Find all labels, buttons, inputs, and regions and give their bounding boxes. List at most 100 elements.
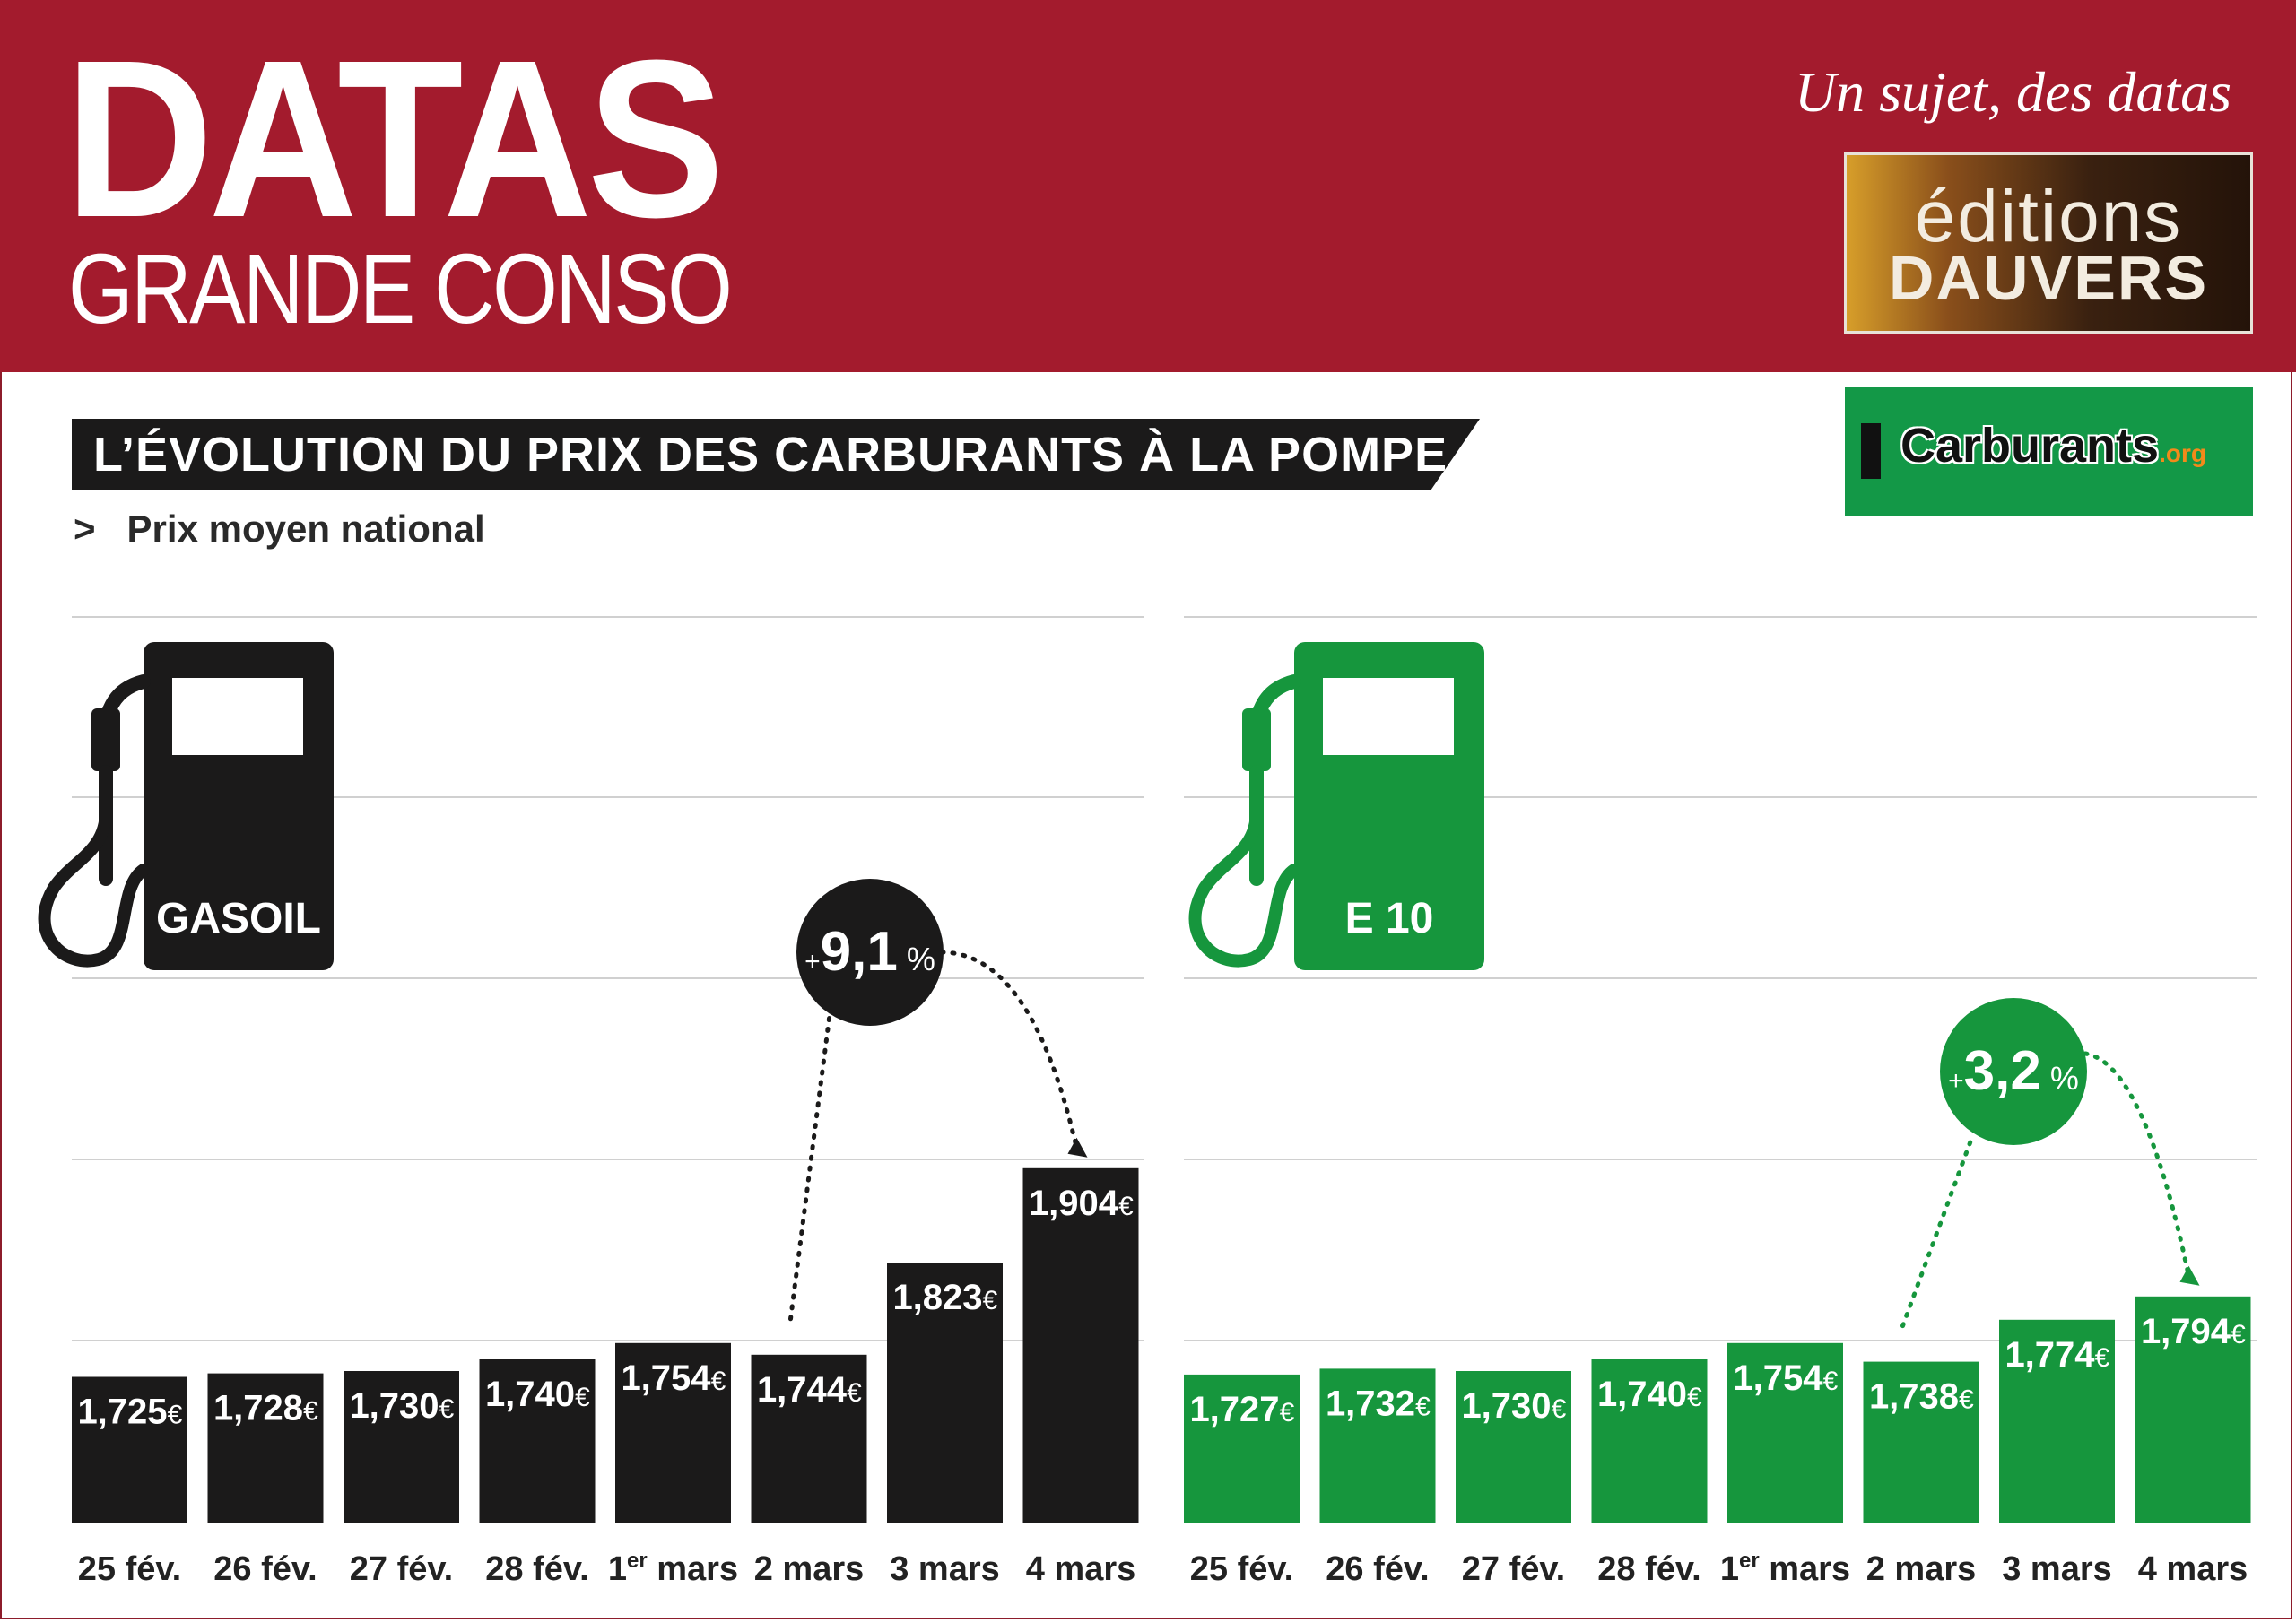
publisher-logo-bottom: DAUVERS [1888, 243, 2209, 313]
series-1-data-label: 1,730 [349, 1386, 439, 1426]
series-1-data-unit: € [847, 1378, 862, 1408]
source-logo-suffix: .org [2159, 439, 2206, 467]
series-2-bar [2135, 1296, 2251, 1523]
series-1-data-label: 1,725 [77, 1393, 167, 1432]
series-1-data-label: 1,754 [621, 1358, 711, 1398]
series-1-bar [207, 1373, 324, 1523]
series-1-bar [479, 1359, 596, 1523]
series-2-data-label: 1,727 [1189, 1390, 1279, 1429]
series-1-data-label: 1,823 [892, 1278, 982, 1317]
series-2-category-label: 1er mars [1720, 1549, 1850, 1588]
series-1-category-label: 3 mars [890, 1550, 1000, 1588]
series-1-pump-label: GASOIL [156, 895, 321, 942]
series-1-annotation-text: +9,1 % [804, 921, 935, 983]
chart-title-band: L’ÉVOLUTION DU PRIX DES CARBURANTS À LA … [72, 419, 1480, 490]
series-2-data-unit: € [1687, 1383, 1702, 1412]
series-2-bar [1456, 1371, 1571, 1523]
series-2-category-label: 27 fév. [1462, 1550, 1565, 1588]
series-2-data-unit: € [1552, 1394, 1567, 1424]
series-1-annotation-circle [796, 879, 944, 1026]
series-2-bar [1727, 1342, 1843, 1523]
series-2-data-label: 1,794 [2141, 1312, 2231, 1351]
series-1-data-label: 1,744 [757, 1370, 848, 1410]
series-2-category-label: 26 fév. [1326, 1550, 1429, 1588]
series-1-bar [344, 1371, 459, 1523]
series-2-pump-nozzle [1242, 708, 1271, 771]
series-2-annotation-connector [1900, 1132, 1976, 1329]
publisher-logo-top: éditions [1914, 176, 2183, 257]
series-2-data-unit: € [1823, 1367, 1839, 1396]
chart-subtitle: Prix moyen national [126, 508, 485, 550]
series-1-category-label: 27 fév. [350, 1550, 453, 1588]
series-1-data-unit: € [303, 1397, 318, 1427]
series-2-annotation-arrow-line [2083, 1051, 2191, 1280]
series-2-data-label: 1,730 [1461, 1386, 1551, 1426]
series-1-pump-nozzle [91, 708, 120, 771]
series-2-data-unit: € [2095, 1343, 2110, 1373]
chart-subtitle-row: > Prix moyen national [74, 508, 485, 551]
series-2-data-unit: € [1415, 1392, 1431, 1421]
subtitle-marker: > [74, 508, 96, 550]
series-2-category-label: 25 fév. [1190, 1550, 1293, 1588]
series-1-bar [1022, 1167, 1139, 1523]
series-2-annotation-arrowhead [2179, 1265, 2200, 1286]
series-2-data-unit: € [2231, 1320, 2246, 1350]
series-2-data-label: 1,738 [1869, 1377, 1959, 1417]
series-2-pump-label: E 10 [1345, 895, 1434, 942]
series-2-pump-icon: E 10 [1188, 642, 1484, 970]
publisher-logo: éditions DAUVERS [1844, 152, 2253, 334]
chart-title: L’ÉVOLUTION DU PRIX DES CARBURANTS À LA … [93, 428, 1448, 482]
series-1-data-label: 1,904 [1029, 1184, 1119, 1223]
series-1-bar [887, 1263, 1003, 1523]
series-2-bar [1863, 1361, 1979, 1523]
series-2-pump-screen [1323, 678, 1454, 755]
source-logo: Carburants.org [1845, 387, 2253, 516]
series-1-pump-icon: GASOIL [38, 642, 334, 970]
series-1-pump-hose [38, 765, 150, 968]
series-1-data-unit: € [168, 1401, 183, 1430]
series-2-bar [1591, 1359, 1708, 1523]
series-1-annotation-arrow-line [939, 950, 1079, 1151]
series-1-category-label: 1er mars [608, 1549, 738, 1588]
header-banner: DATAS GRANDE CONSO Un sujet, des datas é… [0, 0, 2296, 372]
series-1-bar [751, 1354, 867, 1523]
series-1-data-unit: € [575, 1383, 590, 1412]
series-1-annotation-arrowhead [1067, 1137, 1088, 1158]
series-2-data-unit: € [1959, 1385, 1974, 1415]
series-2-pump-hose [1188, 765, 1300, 968]
series-1-category-label: 26 fév. [213, 1550, 317, 1588]
source-logo-main: Carburants [1900, 419, 2160, 473]
brand-subtitle: GRANDE CONSO [68, 234, 733, 344]
series-2-bar [1999, 1319, 2115, 1523]
series-1-category-label: 2 mars [754, 1550, 865, 1588]
series-2-annotation-text: +3,2 % [1948, 1040, 2079, 1102]
series-1-data-unit: € [711, 1367, 726, 1396]
series-1-category-label: 25 fév. [78, 1550, 181, 1588]
series-2-data-unit: € [1280, 1398, 1295, 1428]
series-2-category-label: 3 mars [2002, 1550, 2112, 1588]
series-1-annotation-connector [788, 1012, 832, 1322]
series-1-bar [615, 1342, 731, 1523]
series-2-category-label: 2 mars [1866, 1550, 1977, 1588]
series-1-data-label: 1,728 [213, 1389, 303, 1428]
fuel-pump-icon [1861, 423, 1881, 479]
source-logo-text: Carburants.org [1900, 418, 2206, 473]
series-2-bar [1184, 1374, 1300, 1523]
series-1-data-label: 1,740 [485, 1375, 575, 1414]
series-2-annotation-circle [1940, 998, 2087, 1145]
series-1-data-unit: € [1118, 1192, 1134, 1221]
series-2-data-label: 1,740 [1597, 1375, 1687, 1414]
series-1-category-label: 28 fév. [485, 1550, 588, 1588]
series-1-bar [72, 1376, 187, 1523]
series-1-data-unit: € [439, 1394, 455, 1424]
series-2-bar [1319, 1368, 1436, 1523]
series-2-category-label: 4 mars [2138, 1550, 2248, 1588]
brand-title: DATAS [65, 13, 725, 264]
series-1-pump-screen [172, 678, 303, 755]
series-2-data-label: 1,754 [1733, 1358, 1823, 1398]
series-2-data-label: 1,732 [1326, 1384, 1415, 1423]
series-2-data-label: 1,774 [2005, 1335, 2095, 1375]
series-1-data-unit: € [983, 1286, 998, 1315]
tagline: Un sujet, des datas [1794, 60, 2231, 124]
